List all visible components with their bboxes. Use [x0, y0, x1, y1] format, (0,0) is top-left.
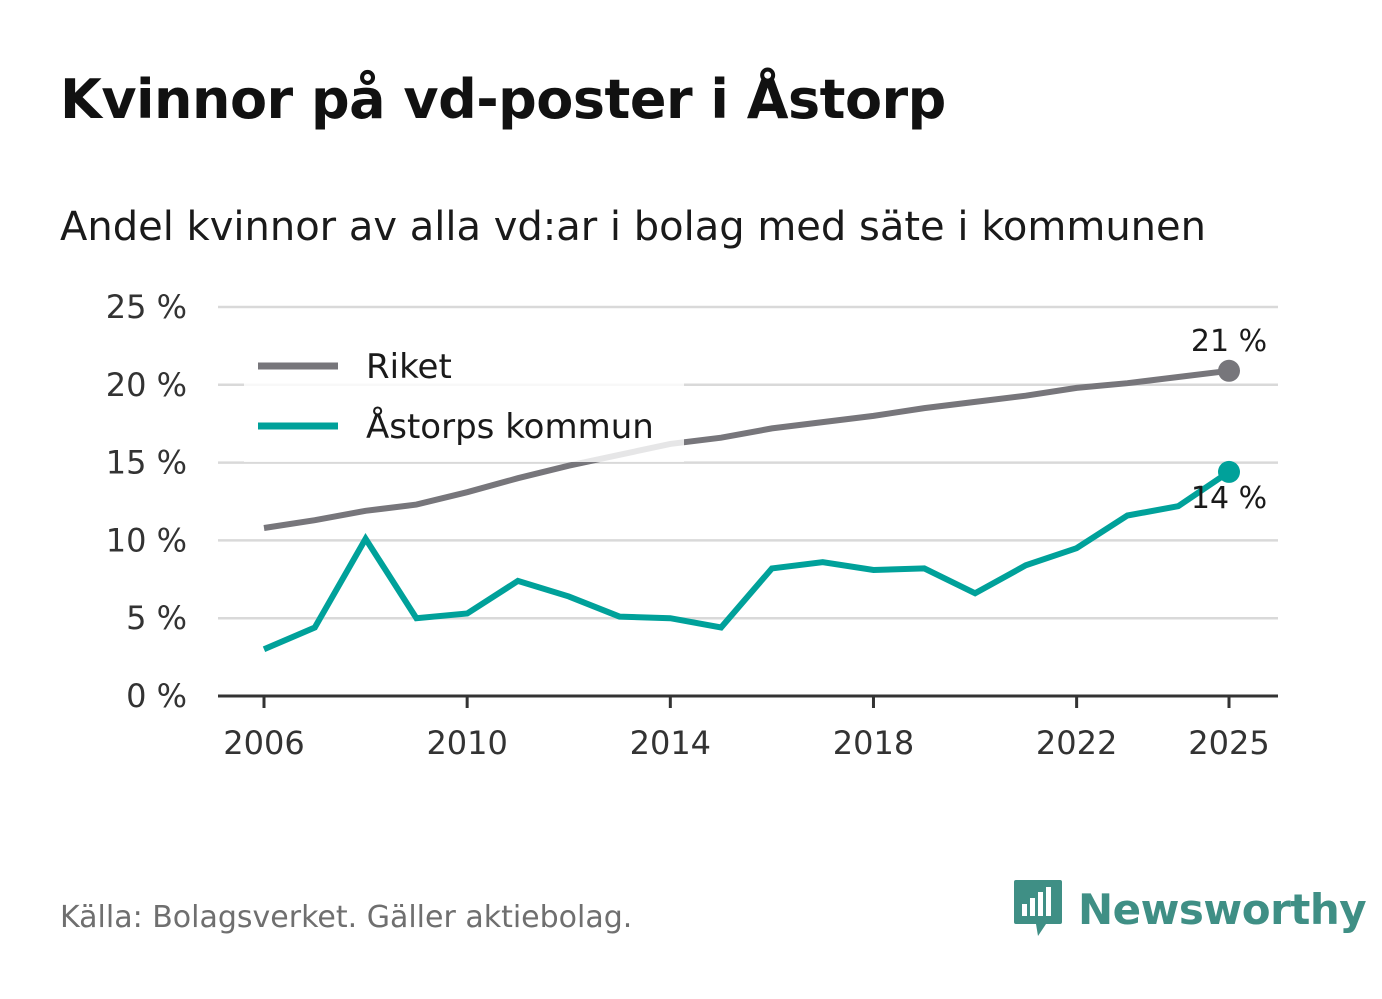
y-tick-label: 25 % [106, 288, 187, 326]
x-tick-label: 2022 [1036, 724, 1117, 762]
series-line-riket [263, 367, 1230, 531]
axes: 0 % 5 % 10 % 15 % 20 % 25 % 2006 2010 2014 2018 20… [106, 288, 1278, 762]
x-tick-label: 2010 [426, 724, 507, 762]
end-point-marker [1218, 359, 1240, 382]
legend: Riket Åstorps kommun [244, 332, 684, 462]
y-tick-label: 10 % [106, 521, 187, 559]
end-value-label: 14 % [1191, 481, 1267, 516]
x-tick-label: 2006 [223, 724, 304, 762]
end-point-marker [1218, 460, 1240, 483]
end-value-label: 21 % [1191, 324, 1267, 359]
y-tick-label: 0 % [126, 677, 187, 715]
brand-name: Newsworthy [1078, 884, 1367, 934]
source-note: Källa: Bolagsverket. Gäller aktiebolag. [60, 900, 633, 935]
x-tick-label: 2018 [833, 724, 914, 762]
legend-label: Riket [366, 347, 452, 387]
brand-logo[interactable]: Newsworthy [1012, 878, 1367, 940]
series-lines [262, 367, 1231, 653]
y-tick-label: 15 % [106, 444, 187, 482]
newsworthy-logo-icon [1014, 880, 1062, 936]
y-tick-label: 20 % [106, 366, 187, 404]
chart-title: Kvinnor på vd-poster i Åstorp [60, 68, 946, 131]
chart-subtitle: Andel kvinnor av alla vd:ar i bolag med … [60, 204, 1206, 250]
y-tick-label: 5 % [126, 599, 187, 637]
legend-label: Åstorps kommun [366, 406, 654, 447]
legend-background [244, 332, 684, 462]
x-tick-label: 2014 [630, 724, 711, 762]
end-labels: 21 % 14 % [1191, 324, 1267, 516]
x-tick-label: 2025 [1188, 724, 1269, 762]
series-line-astorp [262, 469, 1231, 653]
